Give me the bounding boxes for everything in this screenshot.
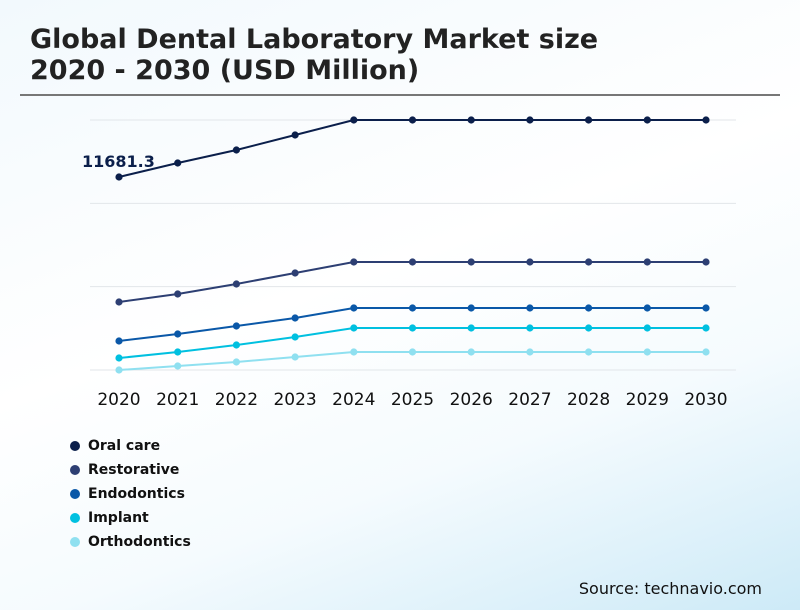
data-point <box>350 304 358 312</box>
legend-marker-icon <box>70 465 80 475</box>
data-point <box>232 358 240 366</box>
data-point <box>702 258 710 266</box>
data-point <box>291 131 299 139</box>
series-line-restorative <box>118 261 706 303</box>
data-point <box>467 304 475 312</box>
data-point <box>585 304 593 312</box>
data-point <box>232 322 240 330</box>
data-point <box>350 258 358 266</box>
data-point <box>643 324 651 332</box>
x-tick-label: 2029 <box>626 390 669 410</box>
title-divider <box>20 94 780 96</box>
data-point <box>350 324 358 332</box>
data-label: 11681.3 <box>82 152 155 171</box>
x-tick-label: 2024 <box>332 390 375 410</box>
legend-marker-icon <box>70 441 80 451</box>
legend-label: Implant <box>88 510 149 526</box>
legend-marker-icon <box>70 537 80 547</box>
data-point <box>467 348 475 356</box>
data-point <box>408 304 417 312</box>
legend-item: Endodontics <box>70 482 191 506</box>
data-point <box>643 258 651 266</box>
data-point <box>643 116 651 124</box>
legend-item: Orthodontics <box>70 530 191 554</box>
legend-item: Implant <box>70 506 191 530</box>
source-note: Source: technavio.com <box>578 579 762 598</box>
data-point <box>585 116 593 124</box>
data-point <box>350 116 358 124</box>
data-point <box>115 354 123 362</box>
x-tick-label: 2021 <box>156 390 199 410</box>
data-point <box>526 324 534 332</box>
data-point <box>643 304 651 312</box>
data-point <box>291 314 299 322</box>
legend-item: Oral care <box>70 434 191 458</box>
data-point <box>291 353 299 361</box>
legend-label: Endodontics <box>88 486 185 502</box>
data-point <box>702 324 710 332</box>
data-point <box>115 366 123 374</box>
data-point <box>115 173 123 181</box>
data-point <box>467 116 475 124</box>
title-line-1: Global Dental Laboratory Market size <box>30 24 599 55</box>
data-point <box>702 304 710 312</box>
legend-marker-icon <box>70 513 80 523</box>
data-point <box>291 269 299 277</box>
data-point <box>408 258 417 266</box>
title-line-2: 2020 - 2030 (USD Million) <box>30 55 420 86</box>
data-point <box>174 330 182 338</box>
data-point <box>526 348 534 356</box>
x-tick-label: 2028 <box>567 390 610 410</box>
data-point <box>585 324 593 332</box>
data-point <box>702 116 710 124</box>
chart-title: Global Dental Laboratory Market size 202… <box>30 24 598 86</box>
data-point <box>115 298 123 306</box>
legend-item: Restorative <box>70 458 191 482</box>
data-point <box>291 333 299 341</box>
data-point <box>408 324 417 332</box>
data-point <box>174 348 182 356</box>
x-tick-label: 2022 <box>215 390 258 410</box>
data-point <box>585 258 593 266</box>
data-point <box>467 258 475 266</box>
data-point <box>408 116 417 124</box>
data-point <box>408 348 417 356</box>
data-point <box>232 146 240 154</box>
data-point <box>115 337 123 345</box>
legend-label: Orthodontics <box>88 534 191 550</box>
data-point <box>174 362 182 370</box>
legend-label: Restorative <box>88 462 180 478</box>
data-point <box>232 280 240 288</box>
data-point <box>526 304 534 312</box>
data-point <box>643 348 651 356</box>
legend: Oral care Restorative Endodontics Implant Or… <box>70 434 191 554</box>
series-line-oral-care <box>118 119 706 178</box>
data-point <box>174 159 182 167</box>
data-point <box>526 258 534 266</box>
x-tick-label: 2023 <box>273 390 316 410</box>
data-point <box>702 348 710 356</box>
x-tick-label: 2026 <box>450 390 493 410</box>
data-point <box>174 290 182 298</box>
x-tick-label: 2025 <box>391 390 434 410</box>
data-point <box>232 341 240 349</box>
data-point <box>467 324 475 332</box>
legend-marker-icon <box>70 489 80 499</box>
x-tick-label: 2020 <box>97 390 140 410</box>
data-point <box>350 348 358 356</box>
data-point <box>585 348 593 356</box>
data-point <box>526 116 534 124</box>
legend-label: Oral care <box>88 438 161 454</box>
x-tick-label: 2027 <box>508 390 551 410</box>
x-tick-label: 2030 <box>684 390 727 410</box>
